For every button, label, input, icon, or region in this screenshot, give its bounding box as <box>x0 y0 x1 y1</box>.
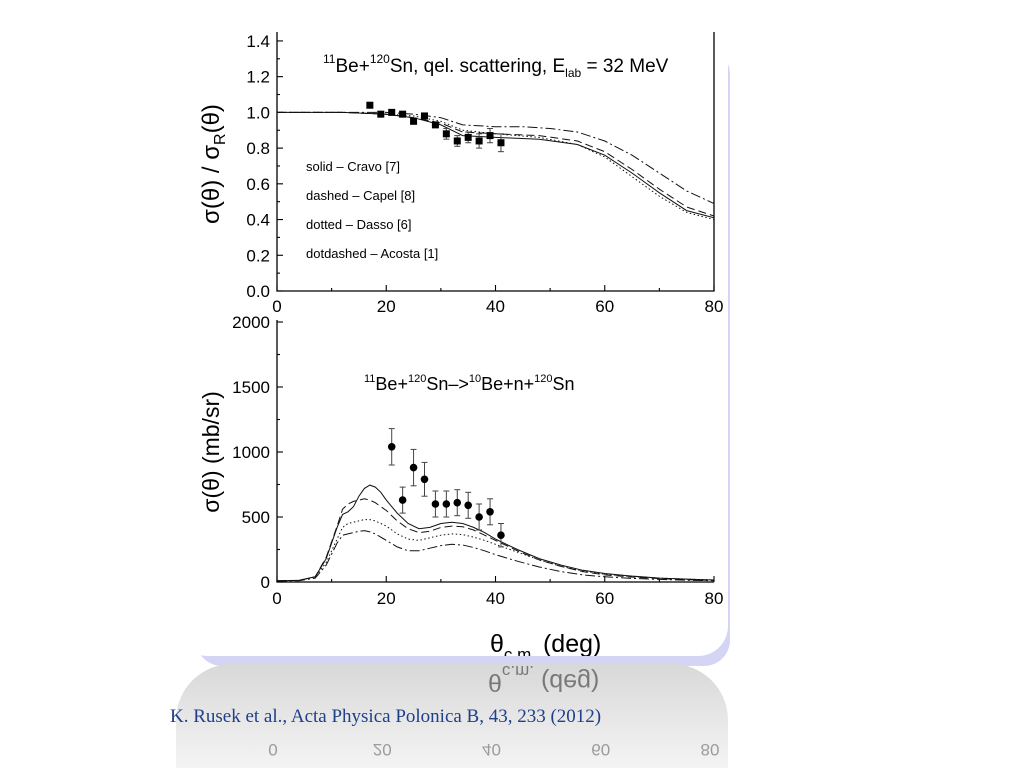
data-point <box>399 110 407 118</box>
legend-entry-2: dashed – Capel [8] <box>306 188 415 203</box>
data-point <box>366 101 374 109</box>
reflection-graphic: θc.m. (deg) 0 20 40 60 80 <box>268 664 719 759</box>
data-point <box>409 463 418 472</box>
data-point <box>431 121 439 129</box>
lower-y-axis-label: σ(θ) (mb/sr) <box>198 391 224 513</box>
data-point <box>464 133 472 141</box>
y-tick-label: 1000 <box>232 443 270 462</box>
lower-panel-frame <box>276 320 714 583</box>
upper-data-points <box>366 101 505 153</box>
upper-y-axis-label: σ(θ) / σR(θ) <box>198 104 229 224</box>
figure-reflection: θc.m. (deg) 0 20 40 60 80 <box>176 664 728 768</box>
legend-entry-3: dotted – Dasso [6] <box>306 217 412 232</box>
data-point <box>464 501 472 510</box>
data-point <box>486 132 494 140</box>
legend-entry-4: dotdashed – Acosta [1] <box>306 246 438 261</box>
lower-x-ticks: 0 20 40 60 80 <box>272 576 723 608</box>
lower-data-points <box>387 428 505 548</box>
y-tick-label: 0.0 <box>246 282 270 301</box>
x-tick-label: 40 <box>486 589 505 608</box>
x-tick-label: 40 <box>486 297 505 316</box>
reflected-x-tick-label: 20 <box>373 740 392 759</box>
y-tick-label: 500 <box>242 508 270 527</box>
lower-y-ticks: 0 500 1000 1500 2000 <box>232 313 283 592</box>
model-curve-4 <box>277 111 714 204</box>
y-tick-label: 1.4 <box>246 32 270 51</box>
data-point <box>431 500 440 508</box>
upper-y-ticks: 0.0 0.2 0.4 0.6 0.8 1.0 1.2 1.4 <box>246 32 283 301</box>
lower-panel: 0 500 1000 1500 2000 0 20 40 60 80 11Be+120Sn–>1… <box>198 313 723 656</box>
x-tick-label: 0 <box>272 589 281 608</box>
x-tick-label: 60 <box>595 297 614 316</box>
y-tick-label: 0 <box>261 573 270 592</box>
reflected-tick-labels: 0 20 40 60 80 <box>268 740 719 759</box>
upper-x-ticks: 0 20 40 60 80 <box>272 285 723 316</box>
data-point <box>420 112 428 120</box>
data-point <box>398 496 407 504</box>
data-point <box>388 108 396 116</box>
data-point <box>442 130 450 138</box>
reflected-axis-label: θc.m. (deg) <box>488 664 599 696</box>
data-point <box>475 513 483 521</box>
model-curve-3 <box>277 519 714 582</box>
data-point <box>453 498 462 507</box>
model-curve-4 <box>277 530 714 582</box>
y-tick-label: 0.4 <box>246 211 270 230</box>
citation: K. Rusek et al., Acta Physica Polonica B… <box>170 706 602 727</box>
lower-x-axis-label: θc.m. (deg) <box>490 630 601 656</box>
y-tick-label: 0.6 <box>246 175 270 194</box>
x-tick-label: 0 <box>272 297 281 316</box>
figure-card: 0.0 0.2 0.4 0.6 0.8 1.0 1.2 1.4 0 20 40 60 80 11Be+… <box>178 24 728 656</box>
y-tick-label: 0.8 <box>246 139 270 158</box>
upper-panel-title: 11Be+120Sn, qel. scattering, Elab = 32 M… <box>323 52 669 80</box>
reflected-x-tick-label: 0 <box>268 740 277 759</box>
y-tick-label: 1500 <box>232 378 270 397</box>
figure: 0.0 0.2 0.4 0.6 0.8 1.0 1.2 1.4 0 20 40 60 80 11Be+… <box>198 32 723 656</box>
y-tick-label: 1.0 <box>246 103 270 122</box>
x-tick-label: 20 <box>377 589 396 608</box>
reflected-x-tick-label: 60 <box>591 740 610 759</box>
upper-legend: solid – Cravo [7] dashed – Capel [8] dotte… <box>306 159 438 261</box>
x-tick-label: 80 <box>705 589 724 608</box>
data-point <box>442 500 451 508</box>
data-point <box>410 117 418 125</box>
y-tick-label: 0.2 <box>246 246 270 265</box>
data-point <box>377 110 385 118</box>
x-tick-label: 80 <box>705 297 724 316</box>
data-point <box>453 137 461 145</box>
reflected-x-tick-label: 80 <box>701 740 720 759</box>
model-curve-2 <box>277 498 714 582</box>
upper-panel: 0.0 0.2 0.4 0.6 0.8 1.0 1.2 1.4 0 20 40 60 80 11Be+… <box>198 32 723 316</box>
lower-curves <box>277 484 714 582</box>
x-tick-label: 60 <box>595 589 614 608</box>
y-tick-label: 1.2 <box>246 68 270 87</box>
lower-panel-title: 11Be+120Sn–>10Be+n+120Sn <box>364 373 575 394</box>
reflected-x-tick-label: 40 <box>482 740 501 759</box>
data-point <box>497 139 505 147</box>
data-point <box>486 508 494 516</box>
data-point <box>420 475 429 484</box>
data-point <box>387 443 396 451</box>
y-tick-label: 2000 <box>232 313 270 332</box>
x-tick-label: 20 <box>377 297 396 316</box>
data-point <box>497 531 505 539</box>
data-point <box>475 137 483 145</box>
model-curve-1 <box>277 484 714 582</box>
legend-entry-1: solid – Cravo [7] <box>306 159 400 174</box>
reflected-xlabel: θc.m. (deg) <box>488 664 599 696</box>
